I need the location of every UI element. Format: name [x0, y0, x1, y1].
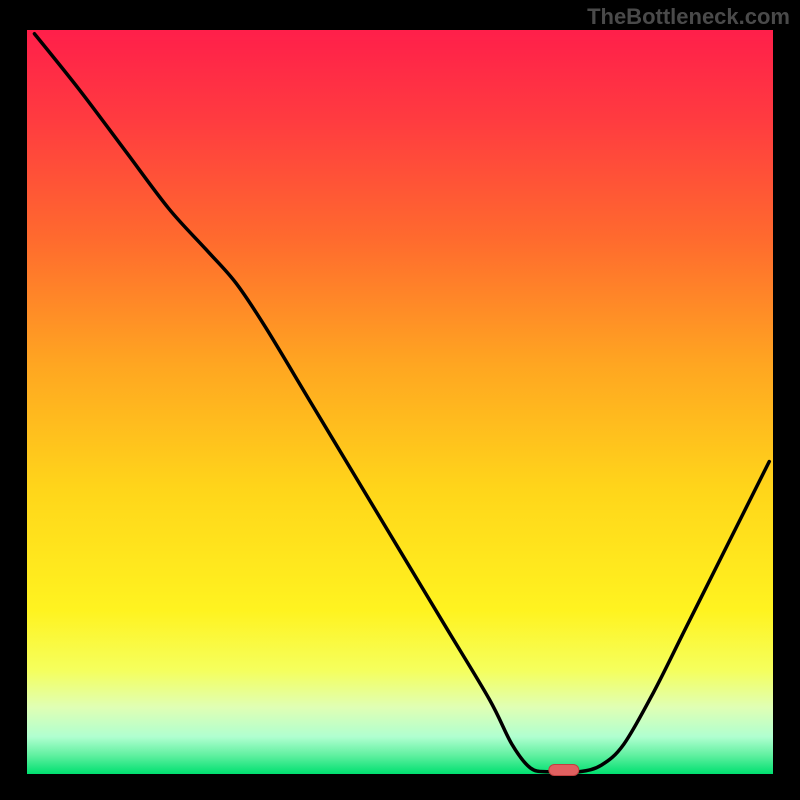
bottleneck-curve	[34, 34, 769, 773]
gradient-background	[27, 30, 773, 774]
curve-svg	[27, 30, 773, 774]
optimal-point-marker	[548, 764, 579, 776]
chart-container: TheBottleneck.com	[0, 0, 800, 800]
watermark-text: TheBottleneck.com	[587, 4, 790, 30]
plot-area	[27, 30, 773, 774]
